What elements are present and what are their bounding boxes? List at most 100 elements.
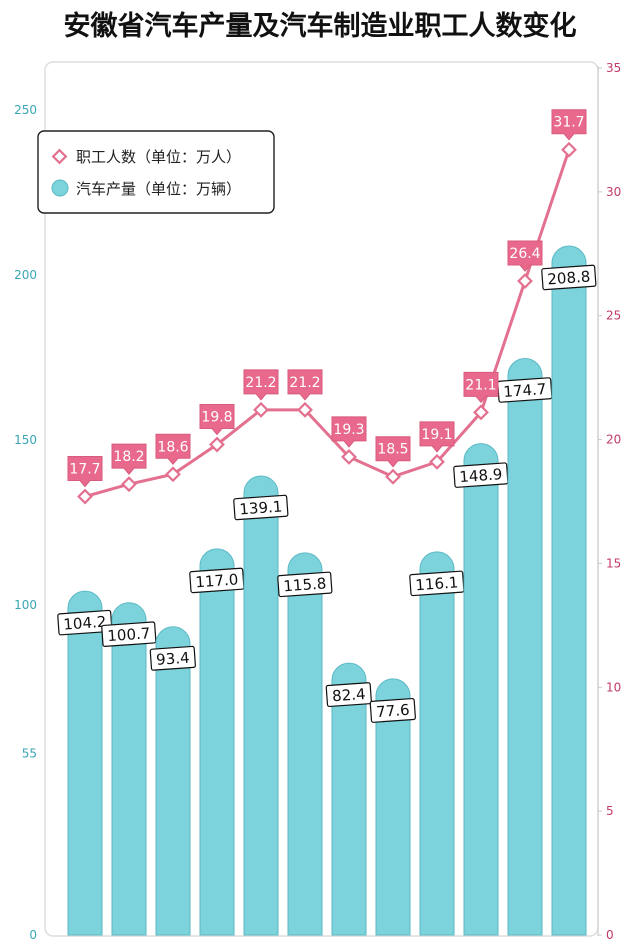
plot-frame [44, 61, 599, 937]
line-label: 18.6 [157, 439, 188, 455]
line-label: 18.2 [113, 449, 144, 465]
line-label-box [243, 369, 279, 401]
line-label-box [551, 109, 587, 141]
bar-label: 77.6 [376, 701, 411, 721]
bar-label: 208.8 [547, 267, 591, 288]
line-label: 19.3 [333, 422, 364, 438]
bar-label-group: 100.7 [101, 621, 157, 647]
line-label-box [419, 421, 455, 453]
bar-label-group: 93.4 [149, 645, 196, 671]
legend-label-line: 职工人数（单位：万人） [76, 148, 241, 166]
bar-label-box [541, 264, 597, 291]
bar-label: 117.0 [195, 570, 239, 591]
right-tick-label: 25 [606, 309, 621, 323]
bar [419, 551, 455, 936]
line-label-box [331, 416, 367, 448]
bar [287, 552, 323, 936]
line-label: 21.2 [245, 375, 276, 391]
bar-label-box [189, 567, 245, 594]
bar-label: 139.1 [239, 497, 283, 518]
left-tick-label: 250 [14, 103, 37, 117]
right-tick-label: 15 [606, 556, 621, 570]
bar [243, 475, 279, 936]
line-point [253, 401, 269, 418]
bar-label-group: 117.0 [189, 567, 245, 594]
line-label: 19.1 [421, 427, 452, 443]
bar-label-group: 77.6 [369, 697, 416, 723]
bar-label-group: 148.9 [453, 462, 509, 488]
line-point [165, 466, 181, 483]
line-point [341, 448, 357, 465]
right-tick-label: 35 [606, 61, 621, 75]
bar-label: 148.9 [459, 465, 503, 486]
right-axis: 0 5 10 15 20 25 30 35 [598, 61, 621, 942]
bar-label-box [277, 571, 333, 598]
bar [155, 626, 191, 936]
bar-label-box [409, 570, 465, 597]
line-label: 21.1 [465, 377, 496, 393]
line-label: 26.4 [509, 246, 540, 262]
bar [507, 357, 543, 936]
bar [551, 245, 587, 936]
left-tick-label: 55 [22, 747, 37, 761]
line-point [77, 488, 93, 505]
left-tick-label: 200 [14, 268, 37, 282]
bar-label-box [325, 682, 372, 708]
line-label: 19.8 [201, 410, 232, 426]
bar-label-box [101, 621, 157, 647]
bar-label-group: 116.1 [409, 570, 465, 597]
line-label: 17.7 [69, 462, 100, 478]
line-label-box [155, 433, 191, 466]
bar-label-group: 104.2 [57, 609, 113, 636]
bar [111, 602, 147, 936]
line-point [517, 273, 533, 289]
bar-label: 116.1 [415, 573, 459, 594]
line-point [473, 404, 489, 421]
bar-label-group: 115.8 [277, 571, 333, 598]
legend-bar-marker [51, 179, 69, 197]
bar-label-group: 139.1 [233, 494, 289, 521]
line-label-box [111, 443, 147, 475]
bar-label-box [369, 697, 416, 723]
legend-box [37, 130, 275, 214]
right-tick-label: 30 [606, 185, 621, 199]
line-point [209, 436, 225, 453]
bar-label: 104.2 [63, 613, 107, 634]
right-tick-label: 0 [606, 928, 614, 942]
bar-label: 100.7 [107, 624, 151, 645]
bar [331, 662, 367, 936]
line-label-box [463, 371, 499, 404]
line-point [385, 468, 401, 485]
bar-label-group: 174.7 [497, 377, 553, 403]
left-tick-label: 150 [14, 433, 37, 447]
bar [375, 678, 411, 936]
line-label: 21.2 [289, 375, 320, 391]
right-tick-label: 20 [606, 433, 621, 447]
bar [199, 548, 235, 936]
bar-label-group: 82.4 [325, 682, 372, 708]
legend-line-marker [51, 148, 68, 165]
line-label-box [199, 404, 235, 436]
right-tick-label: 10 [606, 680, 621, 694]
left-tick-label: 0 [29, 928, 37, 942]
line-label-box [507, 240, 543, 272]
left-axis: 0 55 100 150 200 250 [14, 103, 37, 942]
line-label-box [287, 369, 323, 401]
bar-label-box [233, 494, 289, 521]
bar [67, 590, 103, 936]
legend: 职工人数（单位：万人） 汽车产量（单位：万辆） [37, 130, 275, 214]
line-label-box [67, 456, 103, 488]
bar-label-box [453, 462, 509, 488]
left-tick-label: 100 [14, 598, 37, 612]
bar-label: 93.4 [156, 649, 191, 669]
line-point [429, 453, 445, 470]
right-tick-label: 5 [606, 804, 614, 818]
bar-label-box [149, 645, 196, 671]
line-label: 31.7 [553, 115, 584, 131]
legend-label-bar: 汽车产量（单位：万辆） [76, 180, 241, 198]
bar [463, 443, 499, 936]
line-label-box [375, 436, 411, 468]
